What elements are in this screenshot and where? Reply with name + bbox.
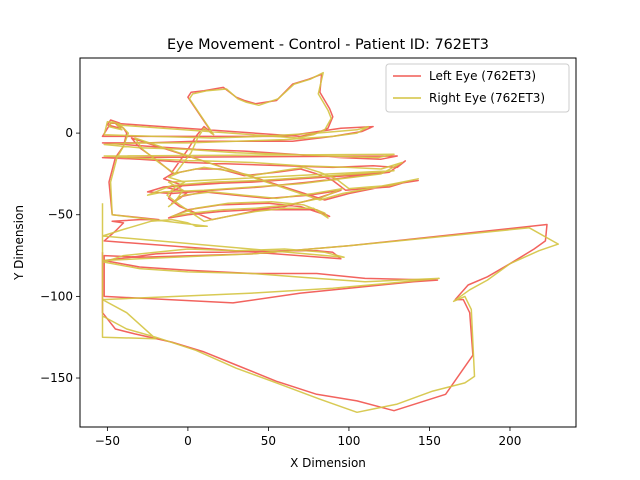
legend-box xyxy=(385,63,570,113)
legend-label: Left Eye (762ET3) xyxy=(429,69,536,83)
y-tick-label: −150 xyxy=(40,371,73,385)
y-tick-label: −100 xyxy=(40,289,73,303)
plot-area-frame xyxy=(79,57,577,428)
y-axis-title: Y Dimension xyxy=(12,205,26,281)
chart-title: Eye Movement - Control - Patient ID: 762… xyxy=(167,37,489,53)
series-line-right-eye xyxy=(101,71,560,414)
x-axis: −50 0 50 100 150 200 xyxy=(95,427,522,448)
x-tick-label: 100 xyxy=(337,434,360,448)
x-tick-label: 200 xyxy=(499,434,522,448)
y-tick-label: 0 xyxy=(65,126,73,140)
x-tick-label: 50 xyxy=(261,434,276,448)
legend: Left Eye (762ET3) Right Eye (762ET3) xyxy=(385,63,570,113)
x-axis-title: X Dimension xyxy=(290,456,366,470)
y-axis: −150 −100 −50 0 xyxy=(40,126,80,385)
x-tick-label: −50 xyxy=(95,434,120,448)
x-tick-label: 0 xyxy=(184,434,192,448)
legend-label: Right Eye (762ET3) xyxy=(429,91,545,105)
y-tick-label: −50 xyxy=(48,208,73,222)
x-tick-label: 150 xyxy=(418,434,441,448)
